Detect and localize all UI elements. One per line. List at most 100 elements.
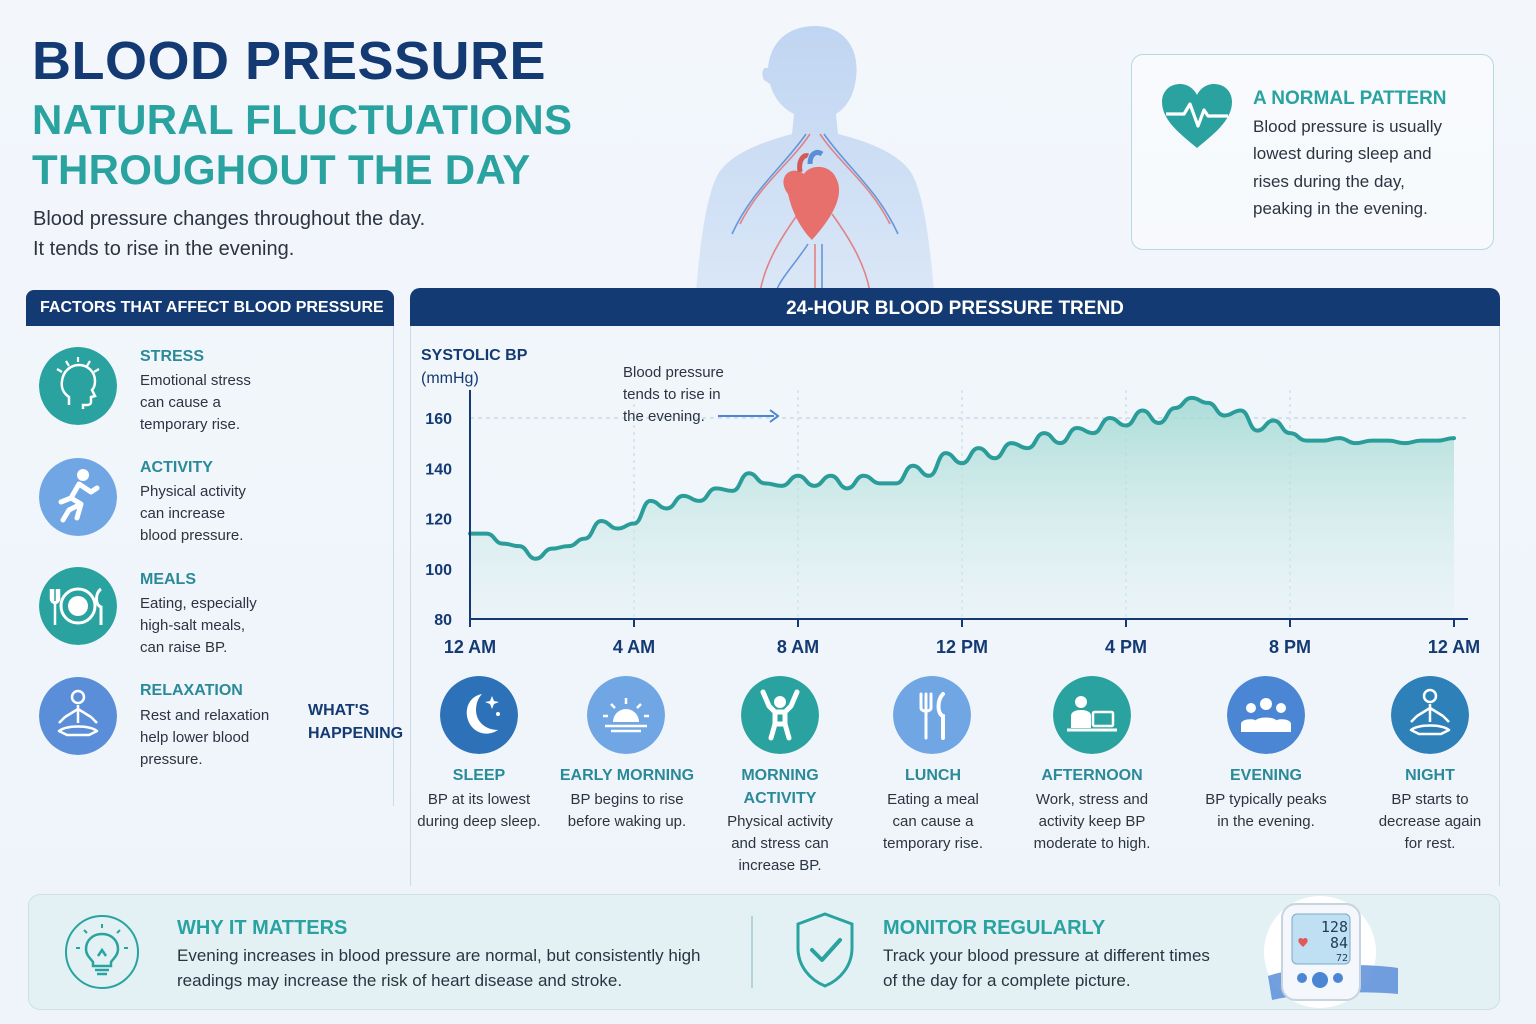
- normal-pattern-card: [1131, 54, 1494, 250]
- factor-text: help lower blood: [140, 729, 250, 746]
- human-circulation-illustration: [696, 26, 934, 292]
- factor-title-relaxation: RELAXATION: [140, 682, 243, 699]
- phase-text: Eating a meal: [887, 791, 979, 808]
- phase-text: increase BP.: [738, 857, 822, 874]
- page-subtitle-line2: THROUGHOUT THE DAY: [32, 146, 531, 193]
- whats-happening-label: HAPPENING: [308, 725, 404, 742]
- chart-panel: [410, 326, 1500, 886]
- phase-title-sleep: SLEEP: [452, 767, 506, 784]
- normal-pattern-text: peaking in the evening.: [1253, 199, 1428, 218]
- factor-text: blood pressure.: [140, 527, 244, 544]
- y-tick-label: 140: [425, 461, 452, 478]
- monitor-regularly-text: Track your blood pressure at different t…: [883, 946, 1210, 965]
- monitor-reading-pulse: 72: [1336, 953, 1348, 964]
- intro-line: Blood pressure changes throughout the da…: [33, 208, 426, 230]
- y-axis-unit: (mmHg): [421, 370, 479, 387]
- factor-text: temporary rise.: [140, 416, 241, 433]
- monitor-reading-dia: 84: [1330, 934, 1348, 952]
- factor-text: pressure.: [140, 751, 203, 768]
- y-tick-label: 80: [434, 612, 452, 629]
- chart-annotation: the evening.: [623, 408, 705, 425]
- running-person-icon: [39, 458, 117, 536]
- phase-text: BP starts to: [1391, 791, 1469, 808]
- phase-text: BP begins to rise: [570, 791, 684, 808]
- y-tick-label: 160: [425, 411, 452, 428]
- factors-panel: [26, 326, 394, 806]
- whats-happening-label: WHAT'S: [308, 702, 370, 719]
- stretching-person-icon: [741, 676, 819, 754]
- chart-annotation: tends to rise in: [623, 386, 721, 403]
- normal-pattern-title: A NORMAL PATTERN: [1253, 88, 1447, 109]
- phase-text: Work, stress and: [1035, 791, 1149, 808]
- meditation-icon: [1391, 676, 1469, 754]
- phase-title-morning-activity: MORNING: [741, 767, 819, 784]
- phase-text: can cause a: [892, 813, 974, 830]
- y-tick-label: 120: [425, 512, 452, 529]
- phase-text: Physical activity: [727, 813, 833, 830]
- phase-title-night: NIGHT: [1405, 767, 1455, 784]
- phase-title-early-morning: EARLY MORNING: [559, 767, 695, 784]
- phase-title-morning-activity: ACTIVITY: [743, 790, 817, 807]
- factor-text: Physical activity: [140, 483, 246, 500]
- x-tick-label: 8 PM: [1269, 637, 1311, 657]
- bottom-banner: [28, 894, 1500, 1010]
- plate-cutlery-icon: [39, 567, 117, 645]
- x-tick-label: 8 AM: [777, 637, 819, 657]
- page-subtitle-line1: NATURAL FLUCTUATIONS: [32, 96, 573, 143]
- phase-text: activity keep BP: [1038, 813, 1146, 830]
- phase-title-evening: EVENING: [1229, 767, 1302, 784]
- shield-check-icon: [796, 912, 854, 988]
- x-tick-label: 12 AM: [444, 637, 496, 657]
- monitor-regularly-title: MONITOR REGULARLY: [883, 917, 1106, 939]
- phase-text: temporary rise.: [882, 835, 984, 852]
- phase-text: BP at its lowest: [427, 791, 531, 808]
- factor-title-stress: STRESS: [140, 348, 205, 365]
- factor-title-activity: ACTIVITY: [140, 459, 213, 476]
- why-it-matters-text: Evening increases in blood pressure are …: [177, 946, 701, 965]
- factor-text: can cause a: [140, 394, 221, 411]
- phase-text: decrease again: [1378, 813, 1482, 830]
- phase-title-lunch: LUNCH: [905, 767, 961, 784]
- meditation-icon: [39, 677, 117, 755]
- bp-monitor-icon: 128 84 72: [1264, 896, 1398, 1008]
- phase-text: BP typically peaks: [1205, 791, 1327, 808]
- factor-title-meals: MEALS: [140, 571, 196, 588]
- factor-text: high-salt meals,: [140, 617, 246, 634]
- x-tick-label: 12 PM: [936, 637, 988, 657]
- lightbulb-icon: [65, 915, 139, 989]
- chart-annotation: Blood pressure: [623, 364, 724, 381]
- monitor-regularly-text: of the day for a complete picture.: [883, 971, 1131, 990]
- fork-knife-icon: [893, 676, 971, 754]
- normal-pattern-text: lowest during sleep and: [1253, 144, 1432, 163]
- x-tick-label: 4 AM: [613, 637, 655, 657]
- phase-text: in the evening.: [1217, 813, 1315, 830]
- annotation-arrow: [718, 409, 780, 423]
- series-line: [468, 395, 1456, 561]
- why-it-matters-text: readings may increase the risk of heart …: [177, 971, 623, 990]
- y-axis-title: SYSTOLIC BP: [421, 347, 528, 364]
- factor-text: Eating, especially: [140, 595, 257, 612]
- factor-text: Emotional stress: [140, 372, 251, 389]
- y-tick-label: 100: [425, 562, 452, 579]
- x-tick-label: 12 AM: [1428, 637, 1480, 657]
- series-area: [470, 397, 1454, 619]
- laptop-worker-icon: [1053, 676, 1131, 754]
- monitor-reading-sys: 128: [1321, 918, 1348, 936]
- moon-stars-icon: [440, 676, 518, 754]
- intro-line: It tends to rise in the evening.: [33, 238, 295, 260]
- phase-text: moderate to high.: [1033, 835, 1151, 852]
- chart-heading: 24-HOUR BLOOD PRESSURE TREND: [410, 288, 1500, 326]
- normal-pattern-text: rises during the day,: [1253, 172, 1405, 191]
- banner-divider: [751, 916, 753, 988]
- phase-text: before waking up.: [567, 813, 687, 830]
- normal-pattern-text: Blood pressure is usually: [1253, 117, 1442, 136]
- factor-text: can raise BP.: [140, 639, 228, 656]
- why-it-matters-title: WHY IT MATTERS: [177, 917, 348, 939]
- phase-title-afternoon: AFTERNOON: [1041, 767, 1143, 784]
- people-group-icon: [1227, 676, 1305, 754]
- phase-text: for rest.: [1404, 835, 1456, 852]
- factor-text: Rest and relaxation: [140, 707, 270, 724]
- factors-heading: FACTORS THAT AFFECT BLOOD PRESSURE: [26, 290, 394, 326]
- bp-trend-chart: 80 100 120 140 160 12 AM 4 AM 8 AM 12 PM 4 PM 8 PM…: [425, 390, 1480, 657]
- heart-pulse-icon: [1162, 84, 1232, 148]
